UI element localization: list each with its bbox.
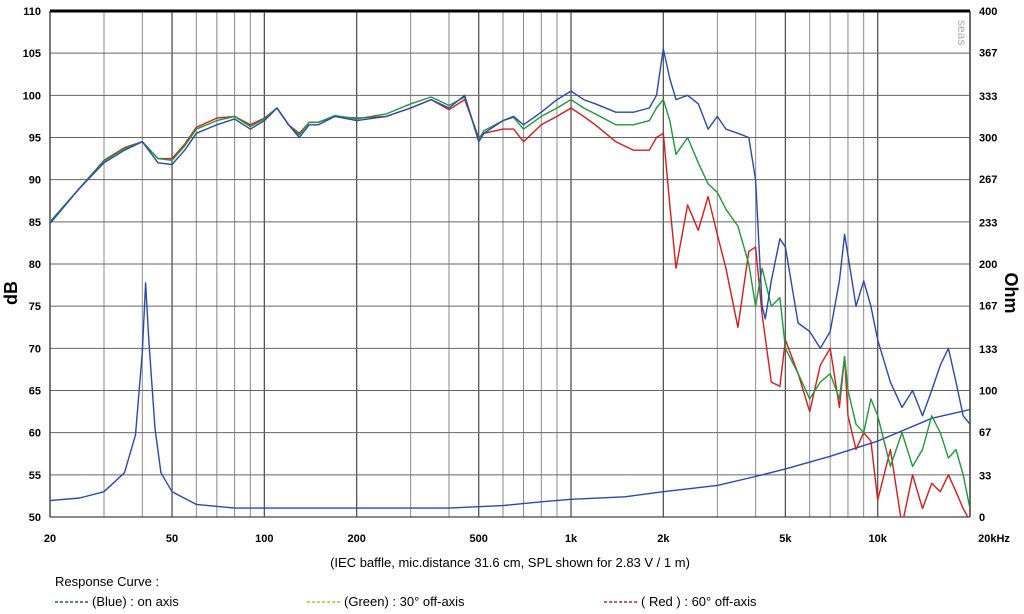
y-tick-label: 65 [29, 386, 41, 398]
x-tick-label: 10k [869, 533, 888, 545]
x-tick-label: 50 [166, 533, 178, 545]
y-tick-label: 100 [23, 90, 41, 102]
legend: Response Curve : (Blue) : on axis (Green… [55, 574, 757, 609]
x-tick-label: 100 [255, 533, 273, 545]
y2-tick-label: 267 [979, 174, 997, 186]
off-axis-30-spl-curve [50, 96, 970, 509]
impedance-curve [50, 282, 970, 509]
y-tick-label: 80 [29, 259, 41, 271]
x-tick-label: 5k [779, 533, 792, 545]
y2-tick-label: 233 [979, 217, 997, 229]
x-tick-label: 500 [470, 533, 488, 545]
legend-item-blue: (Blue) : on axis [55, 594, 179, 609]
x-tick-label: 200 [347, 533, 365, 545]
legend-item-green: (Green) : 30° off-axis [307, 594, 465, 609]
y2-tick-label: 0 [979, 512, 985, 524]
x-axis-ticks: 20 50 100 200 500 1k 2k 5k 10k 20kHz [44, 533, 1011, 545]
legend-item-red: ( Red ) : 60° off-axis [604, 594, 757, 609]
legend-label-red: ( Red ) : 60° off-axis [641, 594, 757, 609]
x-tick-label: 20kHz [978, 533, 1010, 545]
y-tick-label: 110 [23, 6, 41, 18]
y2-axis-title: Ohm [1001, 272, 1021, 313]
y-axis-ticks: 50 55 60 65 70 75 80 85 90 95 100 105 110 [23, 6, 41, 524]
y-tick-label: 95 [29, 133, 41, 145]
y-tick-label: 90 [29, 175, 41, 187]
y-tick-label: 50 [29, 512, 41, 524]
chart-caption: (IEC baffle, mic.distance 31.6 cm, SPL s… [330, 555, 690, 570]
y2-axis-ticks: 0 33 67 100 133 167 200 233 267 300 333 367 400 [979, 6, 997, 524]
y2-tick-label: 367 [979, 48, 997, 60]
legend-label-green: (Green) : 30° off-axis [344, 594, 465, 609]
legend-label-blue: (Blue) : on axis [92, 594, 179, 609]
y2-tick-label: 400 [979, 6, 997, 18]
y-axis-title: dB [1, 281, 21, 305]
y-tick-label: 55 [29, 470, 41, 482]
legend-title: Response Curve : [55, 574, 159, 589]
on-axis-spl-curve [50, 48, 970, 425]
y-tick-label: 85 [29, 217, 41, 229]
y-tick-label: 105 [23, 48, 41, 60]
y-tick-label: 70 [29, 343, 41, 355]
y2-tick-label: 100 [979, 386, 997, 398]
y2-tick-label: 67 [979, 427, 991, 439]
x-tick-label: 20 [44, 533, 56, 545]
y2-tick-label: 33 [979, 470, 991, 482]
y2-tick-label: 133 [979, 344, 997, 356]
y2-tick-label: 333 [979, 91, 997, 103]
y2-tick-label: 300 [979, 133, 997, 145]
brand-watermark: seas [955, 20, 969, 45]
response-curves [50, 48, 970, 517]
y2-tick-label: 200 [979, 259, 997, 271]
x-tick-label: 2k [657, 533, 670, 545]
y2-tick-label: 167 [979, 301, 997, 313]
x-tick-label: 1k [565, 533, 578, 545]
y-tick-label: 60 [29, 428, 41, 440]
y-tick-label: 75 [29, 301, 41, 313]
